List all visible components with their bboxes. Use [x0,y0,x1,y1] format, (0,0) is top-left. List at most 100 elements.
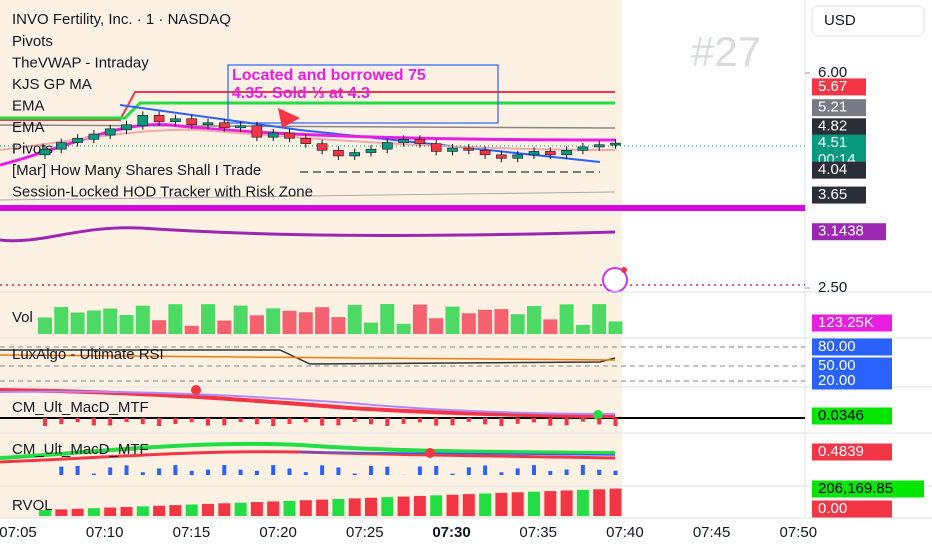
volume-bar [364,322,378,334]
price-badge-label: 4.51 [818,134,847,151]
volume-bar [592,304,607,334]
price-badge [812,99,866,117]
rsi-signal [0,354,616,361]
rvol-bar [234,502,247,516]
macd2-hist [108,467,113,475]
price-badge [812,223,886,241]
volume-bar [103,308,118,334]
macd-hist [59,418,64,425]
panel-name: Vol [12,309,33,326]
macd2-hist [189,470,194,475]
rvol-bar [55,509,68,516]
panel-badge [812,480,924,498]
macd-hist [173,418,178,425]
rvol-bar [218,503,231,516]
currency-button[interactable] [811,5,925,37]
macd-hist [75,418,80,423]
macd2-hist [320,465,325,475]
currency[interactable]: USD [824,12,856,29]
time-label: 07:40 [606,524,644,541]
volume-bar [396,323,411,334]
macd-hist [580,418,585,422]
watermark: #27 [691,28,761,75]
candle [365,148,377,153]
macd-hist [189,418,194,423]
macd-hist [483,418,488,425]
macd2-hist [417,466,422,475]
candle [72,137,83,143]
macd-hist [108,418,113,426]
panel-badge [812,500,892,518]
panel-name: LuxAlgo - Ultimate RSI [12,346,164,363]
macd2-hist [287,468,292,475]
candle [593,144,605,148]
panel-badge-label: 206,169.85 [818,480,893,497]
rvol-bar [71,508,84,516]
candle [398,139,409,143]
price-badge [812,78,866,96]
candle [170,118,181,123]
time-label: 07:45 [693,524,731,541]
price-tick-label: 6.00 [818,64,847,81]
macd-hist [401,418,406,424]
rvol-bar [39,510,51,516]
candle [610,142,621,146]
indicator-name: TheVWAP - Intraday [12,54,149,71]
candle [235,125,246,129]
macd-hist [140,418,145,425]
macd-hist [271,418,276,426]
rvol-bar [462,494,475,516]
volume-bar [445,306,460,334]
rvol-bar [511,492,524,516]
price-badge-label: 4.82 [818,118,847,135]
macd-hist [434,418,439,426]
macd2-hist [597,469,602,475]
candle [55,142,67,150]
price-badge [812,118,866,136]
volume-bar [461,313,476,334]
candle [349,152,361,157]
macd2-cross [425,448,435,458]
rvol-bar [104,507,117,516]
macd2-hist [434,465,439,475]
volume-bar [54,307,69,334]
panel-badge [812,443,892,461]
annotation-arrow [278,108,300,128]
volume-bar [298,312,313,334]
rvol-bar [348,498,361,516]
rvol-bar [576,489,589,516]
volume-bar [559,304,574,334]
macd2-hist [91,473,96,475]
volume-bar [135,305,150,334]
candle [137,115,149,127]
candle [300,137,312,144]
macd-hist [157,418,162,426]
macd-hist [222,418,227,426]
macd2-hist [222,465,227,475]
price-badge-label: 3.65 [818,186,847,203]
rvol-bar [332,499,345,516]
indicator-name: EMA [12,97,45,114]
symbol-title[interactable]: INVO Fertility, Inc. · 1 · NASDAQ [12,11,231,28]
rvol-bar [528,491,540,516]
rvol-bar [153,505,166,516]
macd-cross [593,410,603,420]
price-badge-label: 4.04 [818,161,847,178]
rvol-bar [267,501,280,516]
panel-badge [812,407,892,425]
macd2-hist [499,472,504,475]
indicator-name: Session-Locked HOD Tracker with Risk Zon… [12,183,313,200]
panel-name: RVOL [12,497,53,514]
session-highlight [0,0,622,518]
macd-hist [564,418,569,426]
panel-name: CM_Ult_MacD_MTF [12,441,149,458]
volume-bar [119,314,134,334]
volume-bar [217,320,232,334]
volume-bar [527,306,541,334]
macd2-hist [613,470,618,475]
macd2-hist [369,465,373,475]
pivot-line [0,124,616,129]
rvol-bar [136,506,149,516]
macd-hist [515,418,520,424]
